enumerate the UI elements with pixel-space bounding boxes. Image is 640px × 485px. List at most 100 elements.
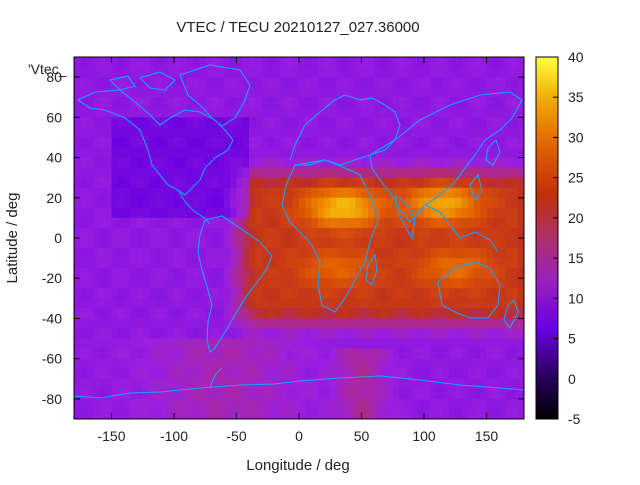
heatmap-cell bbox=[249, 157, 256, 169]
heatmap-cell bbox=[105, 358, 113, 370]
heatmap-cell bbox=[324, 358, 331, 370]
heatmap-cell bbox=[199, 97, 206, 108]
heatmap-cell bbox=[317, 117, 325, 128]
heatmap-cell bbox=[136, 378, 144, 390]
heatmap-cell bbox=[167, 127, 175, 139]
heatmap-cell bbox=[280, 328, 288, 340]
heatmap-cell bbox=[505, 238, 513, 249]
heatmap-cell bbox=[499, 238, 506, 249]
heatmap-cell bbox=[274, 67, 281, 78]
heatmap-cell bbox=[374, 398, 381, 410]
heatmap-cell bbox=[224, 197, 231, 209]
heatmap-cell bbox=[511, 278, 519, 289]
heatmap-cell bbox=[180, 197, 188, 209]
heatmap-cell bbox=[130, 268, 138, 279]
heatmap-cell bbox=[117, 137, 125, 149]
heatmap-cell bbox=[449, 177, 456, 189]
heatmap-cell bbox=[105, 238, 113, 249]
heatmap-cell bbox=[411, 368, 419, 380]
heatmap-cell bbox=[455, 107, 463, 118]
heatmap-cell bbox=[99, 298, 106, 309]
heatmap-cell bbox=[399, 268, 406, 279]
heatmap-cell bbox=[467, 398, 475, 410]
heatmap-cell bbox=[142, 207, 150, 219]
heatmap-cell bbox=[474, 278, 481, 289]
heatmap-cell bbox=[342, 87, 350, 98]
heatmap-cell bbox=[499, 77, 506, 88]
heatmap-cell bbox=[80, 197, 88, 209]
heatmap-cell bbox=[205, 408, 213, 419]
heatmap-cell bbox=[280, 368, 288, 380]
heatmap-cell bbox=[130, 97, 138, 108]
heatmap-cell bbox=[324, 318, 331, 330]
heatmap-cell bbox=[142, 77, 150, 88]
heatmap-cell bbox=[80, 318, 88, 330]
heatmap-cell bbox=[411, 288, 419, 299]
heatmap-cell bbox=[280, 167, 288, 179]
heatmap-cell bbox=[211, 338, 219, 350]
heatmap-cell bbox=[186, 167, 194, 179]
heatmap-cell bbox=[92, 137, 100, 149]
heatmap-cell bbox=[449, 298, 456, 309]
heatmap-cell bbox=[436, 67, 444, 78]
heatmap-cell bbox=[436, 227, 444, 239]
heatmap-cell bbox=[505, 398, 513, 410]
heatmap-cell bbox=[217, 207, 225, 219]
heatmap-cell bbox=[267, 167, 275, 179]
heatmap-cell bbox=[255, 348, 263, 360]
heatmap-cell bbox=[155, 308, 163, 320]
heatmap-cell bbox=[124, 137, 131, 149]
heatmap-cell bbox=[124, 308, 131, 320]
heatmap-cell bbox=[505, 147, 513, 159]
heatmap-cell bbox=[261, 328, 269, 340]
heatmap-cell bbox=[267, 77, 275, 88]
heatmap-cell bbox=[386, 398, 394, 410]
heatmap-cell bbox=[274, 388, 281, 400]
heatmap-cell bbox=[355, 227, 363, 239]
heatmap-cell bbox=[392, 217, 400, 229]
heatmap-cell bbox=[74, 368, 81, 380]
heatmap-cell bbox=[411, 238, 419, 249]
heatmap-cell bbox=[467, 187, 475, 199]
heatmap-cell bbox=[280, 67, 288, 78]
heatmap-cell bbox=[136, 338, 144, 350]
heatmap-cell bbox=[249, 147, 256, 159]
heatmap-cell bbox=[249, 127, 256, 139]
heatmap-cell bbox=[299, 147, 306, 159]
heatmap-cell bbox=[461, 378, 469, 390]
heatmap-cell bbox=[199, 87, 206, 98]
heatmap-cell bbox=[217, 238, 225, 249]
heatmap-cell bbox=[167, 147, 175, 159]
heatmap-cell bbox=[149, 97, 156, 108]
heatmap-cell bbox=[342, 308, 350, 320]
heatmap-cell bbox=[411, 207, 419, 219]
heatmap-cell bbox=[192, 147, 200, 159]
heatmap-cell bbox=[386, 258, 394, 269]
heatmap-cell bbox=[142, 137, 150, 149]
heatmap-cell bbox=[155, 268, 163, 279]
heatmap-cell bbox=[455, 328, 463, 340]
heatmap-cell bbox=[499, 338, 506, 350]
heatmap-cell bbox=[267, 268, 275, 279]
heatmap-cell bbox=[461, 398, 469, 410]
heatmap-cell bbox=[374, 288, 381, 299]
heatmap-cell bbox=[105, 248, 113, 259]
heatmap-cell bbox=[205, 207, 213, 219]
heatmap-cell bbox=[336, 298, 344, 309]
heatmap-cell bbox=[361, 57, 369, 68]
heatmap-cell bbox=[267, 137, 275, 149]
heatmap-cell bbox=[299, 77, 306, 88]
heatmap-cell bbox=[436, 207, 444, 219]
heatmap-cell bbox=[111, 288, 119, 299]
heatmap-cell bbox=[217, 408, 225, 419]
heatmap-cell bbox=[124, 177, 131, 189]
heatmap-cell bbox=[236, 318, 244, 330]
heatmap-cell bbox=[242, 288, 250, 299]
heatmap-cell bbox=[224, 77, 231, 88]
heatmap-cell bbox=[399, 348, 406, 360]
heatmap-cell bbox=[349, 368, 356, 380]
heatmap-cell bbox=[467, 288, 475, 299]
heatmap-cell bbox=[174, 67, 181, 78]
heatmap-cell bbox=[192, 187, 200, 199]
heatmap-cell bbox=[161, 207, 169, 219]
